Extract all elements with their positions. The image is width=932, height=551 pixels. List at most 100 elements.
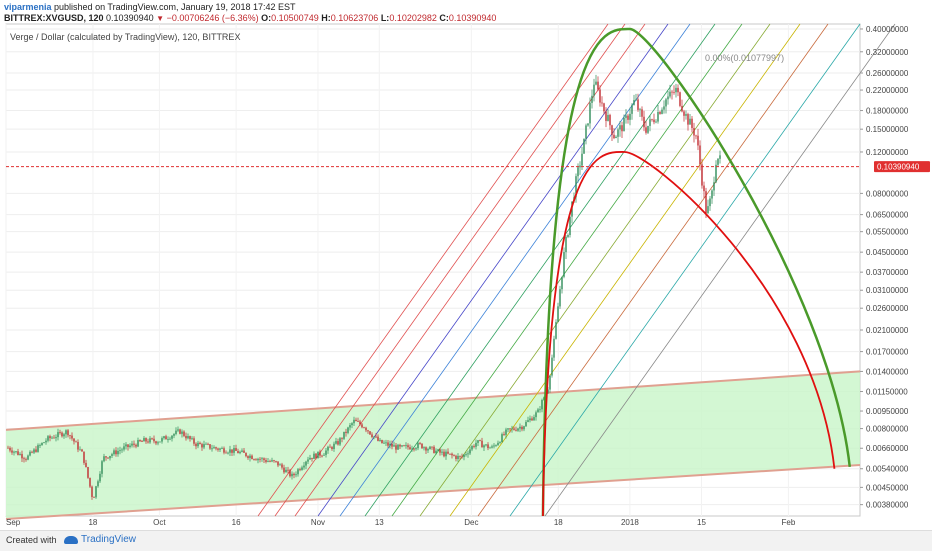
candle-body [107,457,109,459]
candle-body [255,459,257,461]
candle-body [61,432,63,437]
candle-body [665,99,667,107]
candle-body [159,441,161,443]
candle-body [51,437,53,439]
candle-body [525,421,527,427]
candle-body [483,445,485,448]
fan-line [477,23,829,517]
candle-body [37,445,39,452]
candle-body [615,136,617,139]
candle-body [171,435,173,439]
y-tick-label: 0.00380000 [866,501,909,510]
x-tick-label: 18 [554,518,563,527]
candle-body [339,438,341,445]
y-tick-label: 0.40000000 [866,25,909,34]
candle-body [187,436,189,439]
candle-body [237,450,239,454]
candle-body [157,442,159,444]
candle-body [245,452,247,457]
candle-body [695,135,697,137]
candle-body [63,434,65,437]
candle-body [231,449,233,453]
candle-body [667,96,669,100]
candle-body [517,428,519,431]
candle-body [531,418,533,421]
candle-body [69,435,71,437]
candle-body [589,102,591,124]
candle-body [445,451,447,457]
candle-body [271,460,273,462]
y-tick-label: 0.00450000 [866,483,909,492]
candle-body [435,450,437,454]
candle-body [359,421,361,425]
candle-body [213,447,215,449]
candle-body [185,435,187,439]
y-tick-label: 0.01150000 [866,388,908,397]
candle-body [33,449,35,453]
author-link[interactable]: viparmenia [4,2,52,12]
candle-body [91,486,93,497]
candle-body [535,412,537,418]
candle-body [563,252,565,277]
candle-body [409,447,411,450]
price-chart[interactable]: Verge / Dollar (calculated by TradingVie… [0,0,932,530]
candle-body [715,164,717,183]
candle-body [457,455,459,459]
candle-body [203,444,205,448]
candle-body [39,445,41,446]
candle-body [201,444,203,448]
tradingview-logo[interactable]: TradingView [64,534,136,545]
candle-body [473,446,475,447]
candle-body [275,461,277,462]
candle-body [609,114,611,126]
candle-body [183,431,185,436]
price-axis[interactable]: 0.40000000 0.32000000 0.26000000 0.22000000… [860,25,909,510]
candle-body [263,458,265,461]
candle-body [247,456,249,458]
candle-body [281,464,283,468]
candle-body [461,456,463,458]
candle-body [195,443,197,447]
high-value: 0.10623706 [330,13,379,23]
candle-body [341,438,343,440]
candle-body [605,111,607,121]
candle-body [345,431,347,433]
candle-body [71,435,73,439]
candle-body [131,443,133,446]
candle-body [115,450,117,455]
x-tick-label: Oct [153,518,166,527]
candle-body [551,357,553,376]
candle-body [73,438,75,442]
candle-body [269,461,271,462]
x-tick-label: Feb [782,518,796,527]
candle-body [497,442,499,446]
candle-body [369,431,371,435]
candle-body [385,442,387,444]
candle-body [261,458,263,460]
candle-body [419,443,421,444]
candle-body [221,448,223,450]
candle-body [477,440,479,443]
candle-body [93,496,95,498]
candle-body [719,155,721,159]
y-tick-label: 0.15000000 [866,125,909,134]
candle-body [349,425,351,428]
time-axis[interactable]: Sep 18 Oct 16 Nov 13 Dec 18 2018 15 Feb [6,518,796,527]
candle-body [265,460,267,462]
candle-body [661,109,663,114]
candle-body [139,440,141,442]
candle-body [321,455,323,457]
candle-body [673,91,675,93]
y-tick-label: 0.26000000 [866,69,909,78]
last-price-tag: 0.10390940 [874,161,930,173]
candle-body [361,424,363,428]
candle-body [387,442,389,446]
candle-body [215,447,217,449]
created-with-label: Created with [6,535,57,545]
candle-body [581,153,583,166]
candle-body [501,434,503,443]
candle-body [443,451,445,457]
candle-body [683,111,685,116]
candle-body [289,469,291,477]
candle-body [353,419,355,424]
